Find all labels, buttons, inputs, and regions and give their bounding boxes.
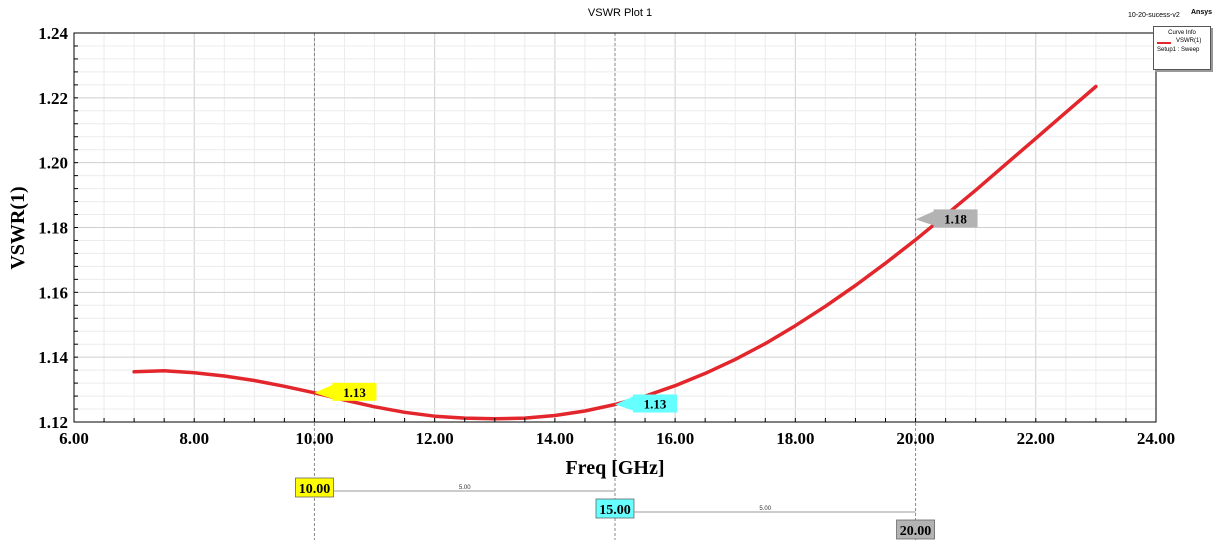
y-tick-label: 1.14 xyxy=(38,348,68,367)
marker-value-box xyxy=(332,382,377,401)
x-tick-label: 14.00 xyxy=(536,429,574,448)
y-tick-label: 1.20 xyxy=(38,154,68,173)
x-tick-label: 8.00 xyxy=(179,429,209,448)
delta-label: 5.00 xyxy=(759,506,771,512)
y-tick-label: 1.12 xyxy=(38,413,68,432)
tick-labels: 6.00 8.00 10.00 12.00 14.00 16.00 18.00 20.00 22… xyxy=(38,24,1175,448)
marker-x-label: 15.00 xyxy=(599,503,631,518)
x-tick-label: 20.00 xyxy=(896,429,934,448)
marker-x-box xyxy=(896,519,935,540)
y-tick-label: 1.22 xyxy=(38,89,68,108)
chart-title: VSWR Plot 1 xyxy=(588,7,652,19)
legend-series-name: VSWR(1) xyxy=(1176,38,1202,44)
marker-lines xyxy=(313,33,917,540)
marker-x-box xyxy=(595,498,635,519)
delta-label: 5.00 xyxy=(459,485,471,491)
marker-pointer xyxy=(314,384,333,399)
legend-setup: Setup1 : Sweep xyxy=(1157,47,1200,53)
y-tick-label: 1.16 xyxy=(38,283,68,302)
marker-x-label: 10.00 xyxy=(299,482,331,497)
marker-value-label: 1.18 xyxy=(944,211,967,226)
legend-swatch xyxy=(1157,42,1171,44)
delta-lines: 5.00 5.00 xyxy=(333,485,916,513)
marker-pointer xyxy=(615,396,633,411)
y-tick-label: 1.18 xyxy=(38,219,68,238)
x-tick-label: 10.00 xyxy=(295,429,333,448)
legend-title: Curve Info xyxy=(1168,30,1196,36)
brand-name: Ansys xyxy=(1191,9,1212,16)
marker-value-label: 1.13 xyxy=(343,385,366,400)
x-tick-label: 24.00 xyxy=(1137,429,1175,448)
x-tick-label: 18.00 xyxy=(776,429,814,448)
project-name: 10-20-sucess-v2 xyxy=(1128,12,1180,19)
x-tick-label: 6.00 xyxy=(59,429,89,448)
legend-entry: VSWR(1) xyxy=(1154,38,1210,47)
marker-value-label: 1.13 xyxy=(644,396,667,411)
x-axis-label: Freq [GHz] xyxy=(565,457,664,479)
marker-value-box xyxy=(933,209,978,228)
marker-pointer xyxy=(915,211,934,226)
y-axis-label: VSWR(1) xyxy=(7,186,29,269)
x-tick-label: 22.00 xyxy=(1017,429,1055,448)
marker-x-label: 20.00 xyxy=(900,524,932,539)
axes xyxy=(73,32,1157,423)
legend[interactable]: Curve Info VSWR(1) Setup1 : Sweep xyxy=(1153,26,1211,70)
marker-x-box xyxy=(295,477,334,498)
x-tick-label: 12.00 xyxy=(416,429,454,448)
marker-labels: 1.13 1.13 1.18 10.00 15.00 20.00 xyxy=(295,209,978,540)
marker-value-box xyxy=(633,394,677,413)
y-tick-label: 1.24 xyxy=(38,24,68,43)
x-tick-label: 16.00 xyxy=(656,429,694,448)
